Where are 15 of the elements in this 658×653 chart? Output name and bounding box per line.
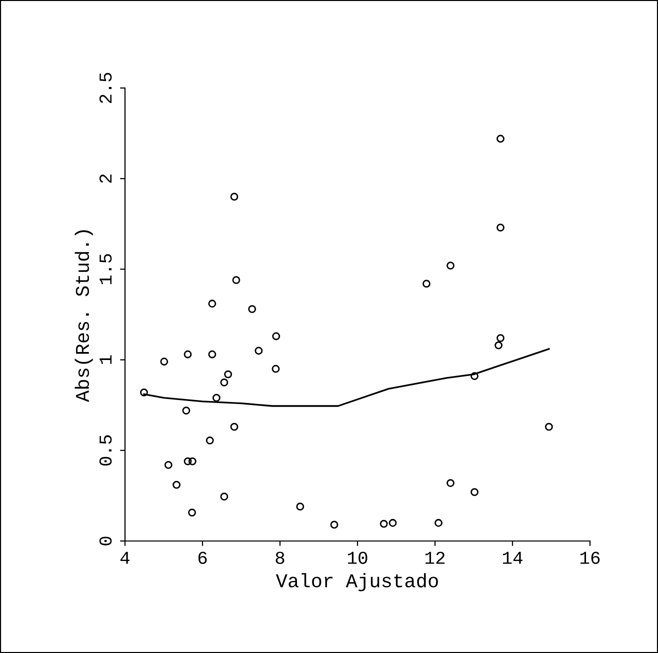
y-tick-label: 1 xyxy=(100,355,112,364)
x-tick-label: 6 xyxy=(198,552,207,564)
y-tick-label: 2.5 xyxy=(99,72,112,103)
x-axis-title: Valor Ajustado xyxy=(276,573,438,592)
y-tick-label: 1.5 xyxy=(100,254,112,284)
x-tick-label: 4 xyxy=(120,552,130,564)
x-tick-label: 12 xyxy=(425,552,445,564)
y-tick-label: 2 xyxy=(99,174,112,183)
x-tick-label: 14 xyxy=(502,552,522,564)
y-axis-title: Abs(Res. Stud.) xyxy=(74,230,93,402)
y-tick-label: 0.5 xyxy=(99,435,112,466)
y-tick-label: 0 xyxy=(99,536,112,546)
x-tick-label: 16 xyxy=(580,552,600,564)
x-tick-label: 10 xyxy=(348,552,368,564)
x-tick-label: 8 xyxy=(276,552,284,564)
